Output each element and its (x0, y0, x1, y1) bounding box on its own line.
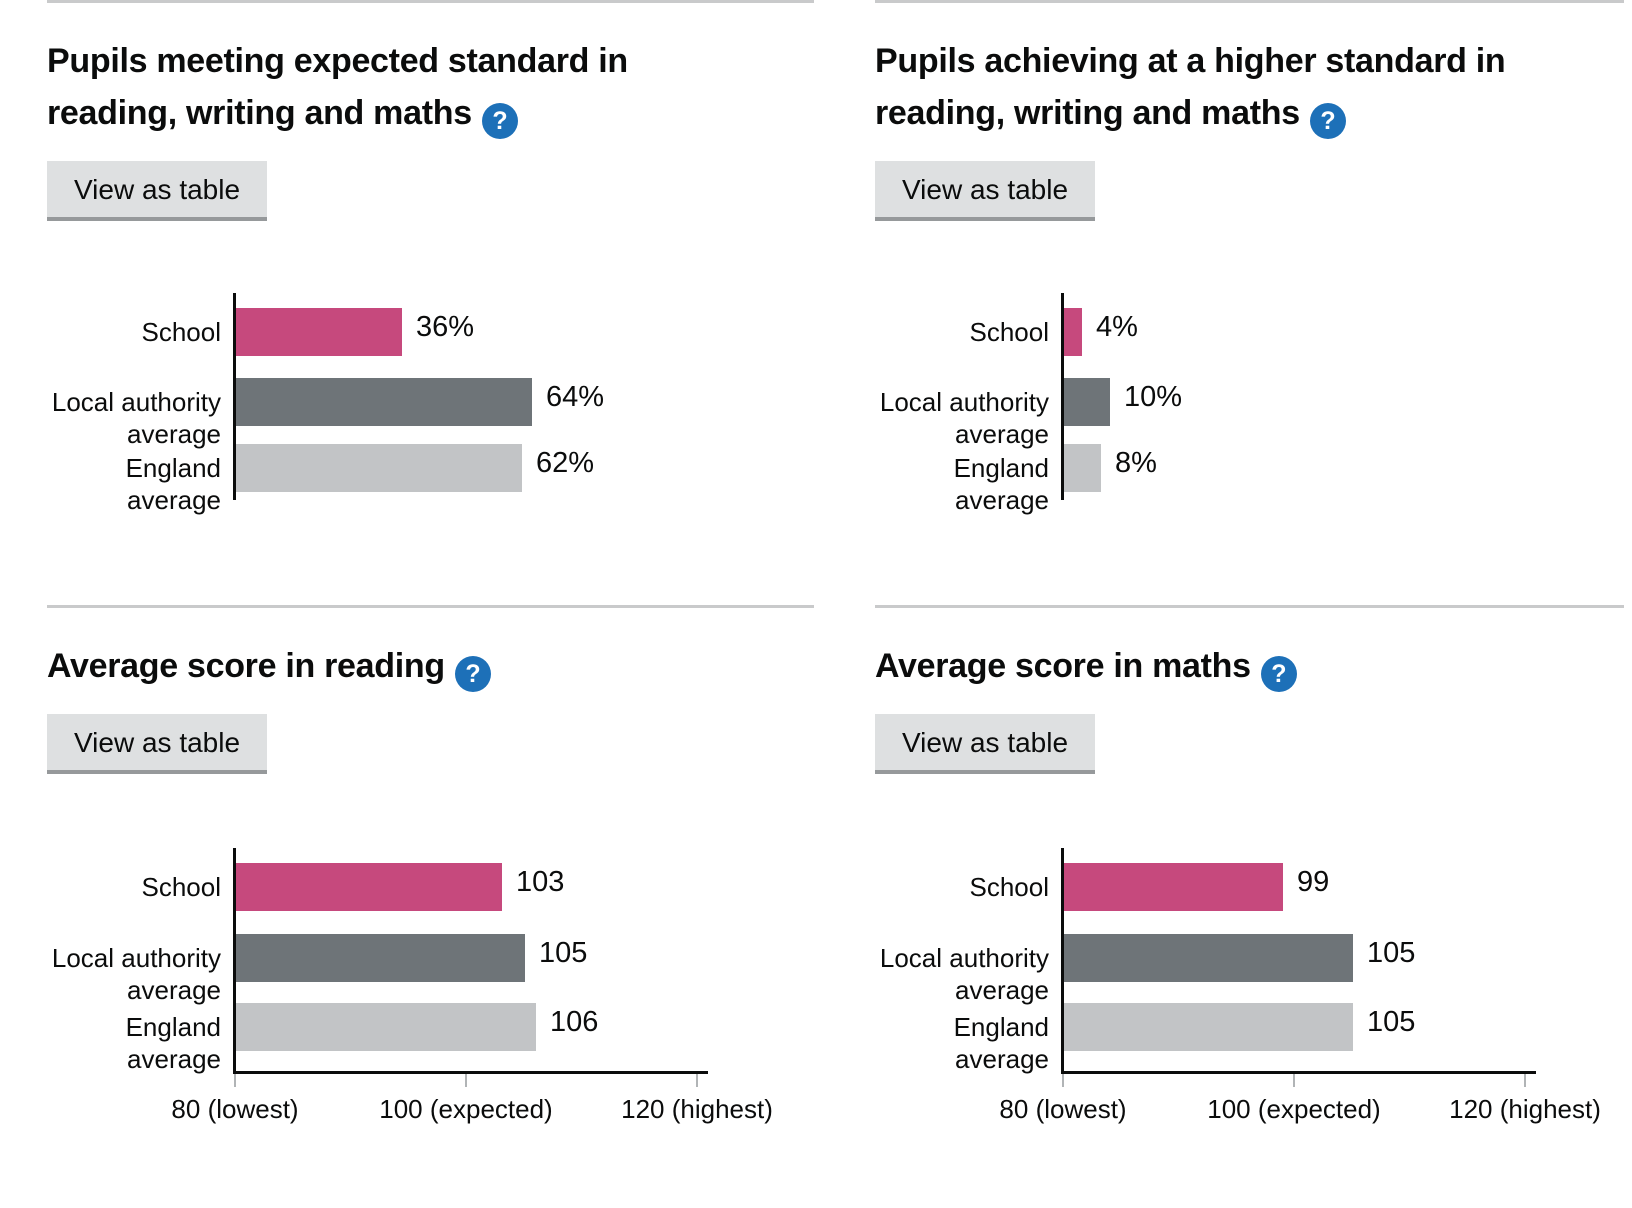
x-axis-line (233, 1071, 708, 1074)
bar-england-average (1064, 444, 1101, 492)
category-label: Local authority average (51, 943, 221, 1005)
bar-chart: School 36% Local authority average 64% Engla… (47, 293, 827, 515)
bar-school (1064, 308, 1082, 356)
x-axis-tick (696, 1074, 698, 1087)
y-axis-line (1061, 848, 1064, 1074)
help-icon[interactable]: ? (1309, 103, 1346, 139)
bar-local-authority-average (1064, 378, 1110, 426)
bar-local-authority-average (1064, 934, 1353, 982)
y-axis-line (233, 293, 236, 500)
view-as-table-button[interactable]: View as table (47, 161, 268, 221)
chart-panel-average-score-reading: Average score in reading? View as table … (47, 605, 814, 1208)
chart-panel-average-score-maths: Average score in maths? View as table Sc… (875, 605, 1624, 1208)
x-axis-tick-label: 100 (expected) (379, 1094, 553, 1124)
chart-title: Average score in maths? (875, 640, 1624, 692)
view-as-table-button[interactable]: View as table (875, 161, 1096, 221)
bar-value-label: 106 (550, 1006, 599, 1038)
category-label: School (141, 317, 222, 347)
bar-england-average (236, 1003, 536, 1051)
bar-value-label: 103 (516, 866, 565, 898)
x-axis-tick (234, 1074, 236, 1087)
category-label: Local authority average (51, 387, 221, 449)
category-label: School (141, 872, 222, 902)
chart-title-text: Average score in reading (47, 647, 445, 685)
category-label: Local authority average (879, 387, 1049, 449)
category-label: School (969, 872, 1050, 902)
bar-local-authority-average (236, 934, 525, 982)
bar-chart: School 99 Local authority average 105 Englan… (875, 848, 1632, 1138)
x-axis-tick-label: 80 (lowest) (171, 1094, 299, 1124)
category-label: England average (125, 453, 221, 515)
bar-value-label: 8% (1115, 447, 1157, 479)
bar-value-label: 99 (1297, 866, 1330, 898)
x-axis-line (1061, 1071, 1536, 1074)
bar-school (1064, 863, 1283, 911)
bar-chart: School 4% Local authority average 10% Englan… (875, 293, 1632, 515)
category-label: England average (953, 1012, 1049, 1074)
x-axis-tick-label: 120 (highest) (1449, 1094, 1601, 1124)
bar-value-label: 105 (1367, 937, 1416, 969)
bar-value-label: 10% (1124, 381, 1183, 413)
x-axis-tick-label: 100 (expected) (1207, 1094, 1381, 1124)
chart-title-text: Average score in maths (875, 647, 1251, 685)
view-as-table-button[interactable]: View as table (47, 714, 268, 774)
bar-school (236, 863, 502, 911)
bar-value-label: 105 (1367, 1006, 1416, 1038)
x-axis-tick (1062, 1074, 1064, 1087)
chart-title: Average score in reading? (47, 640, 814, 692)
chart-title: Pupils achieving at a higher standard in… (875, 35, 1624, 139)
bar-england-average (236, 444, 522, 492)
help-icon[interactable]: ? (1260, 656, 1297, 692)
x-axis-tick (465, 1074, 467, 1087)
bar-school (236, 308, 402, 356)
bar-chart: School 103 Local authority average 105 Engla… (47, 848, 827, 1138)
x-axis-tick (1293, 1074, 1295, 1087)
category-label: England average (953, 453, 1049, 515)
x-axis-tick-label: 80 (lowest) (999, 1094, 1127, 1124)
y-axis-line (233, 848, 236, 1074)
chart-panel-higher-standard: Pupils achieving at a higher standard in… (875, 0, 1624, 605)
category-label: School (969, 317, 1050, 347)
category-label: England average (125, 1012, 221, 1074)
bar-local-authority-average (236, 378, 532, 426)
x-axis-tick-label: 120 (highest) (621, 1094, 773, 1124)
category-label: Local authority average (879, 943, 1049, 1005)
bar-england-average (1064, 1003, 1353, 1051)
bar-value-label: 62% (536, 447, 595, 479)
help-icon[interactable]: ? (454, 656, 491, 692)
bar-value-label: 4% (1096, 311, 1138, 343)
chart-panel-expected-standard: Pupils meeting expected standard in read… (47, 0, 814, 605)
chart-title: Pupils meeting expected standard in read… (47, 35, 814, 139)
chart-title-text: Pupils meeting expected standard in read… (47, 42, 628, 132)
bar-value-label: 36% (416, 311, 475, 343)
bar-value-label: 64% (546, 381, 605, 413)
x-axis-tick (1524, 1074, 1526, 1087)
y-axis-line (1061, 293, 1064, 500)
help-icon[interactable]: ? (481, 103, 518, 139)
view-as-table-button[interactable]: View as table (875, 714, 1096, 774)
bar-value-label: 105 (539, 937, 588, 969)
chart-title-text: Pupils achieving at a higher standard in… (875, 42, 1506, 132)
